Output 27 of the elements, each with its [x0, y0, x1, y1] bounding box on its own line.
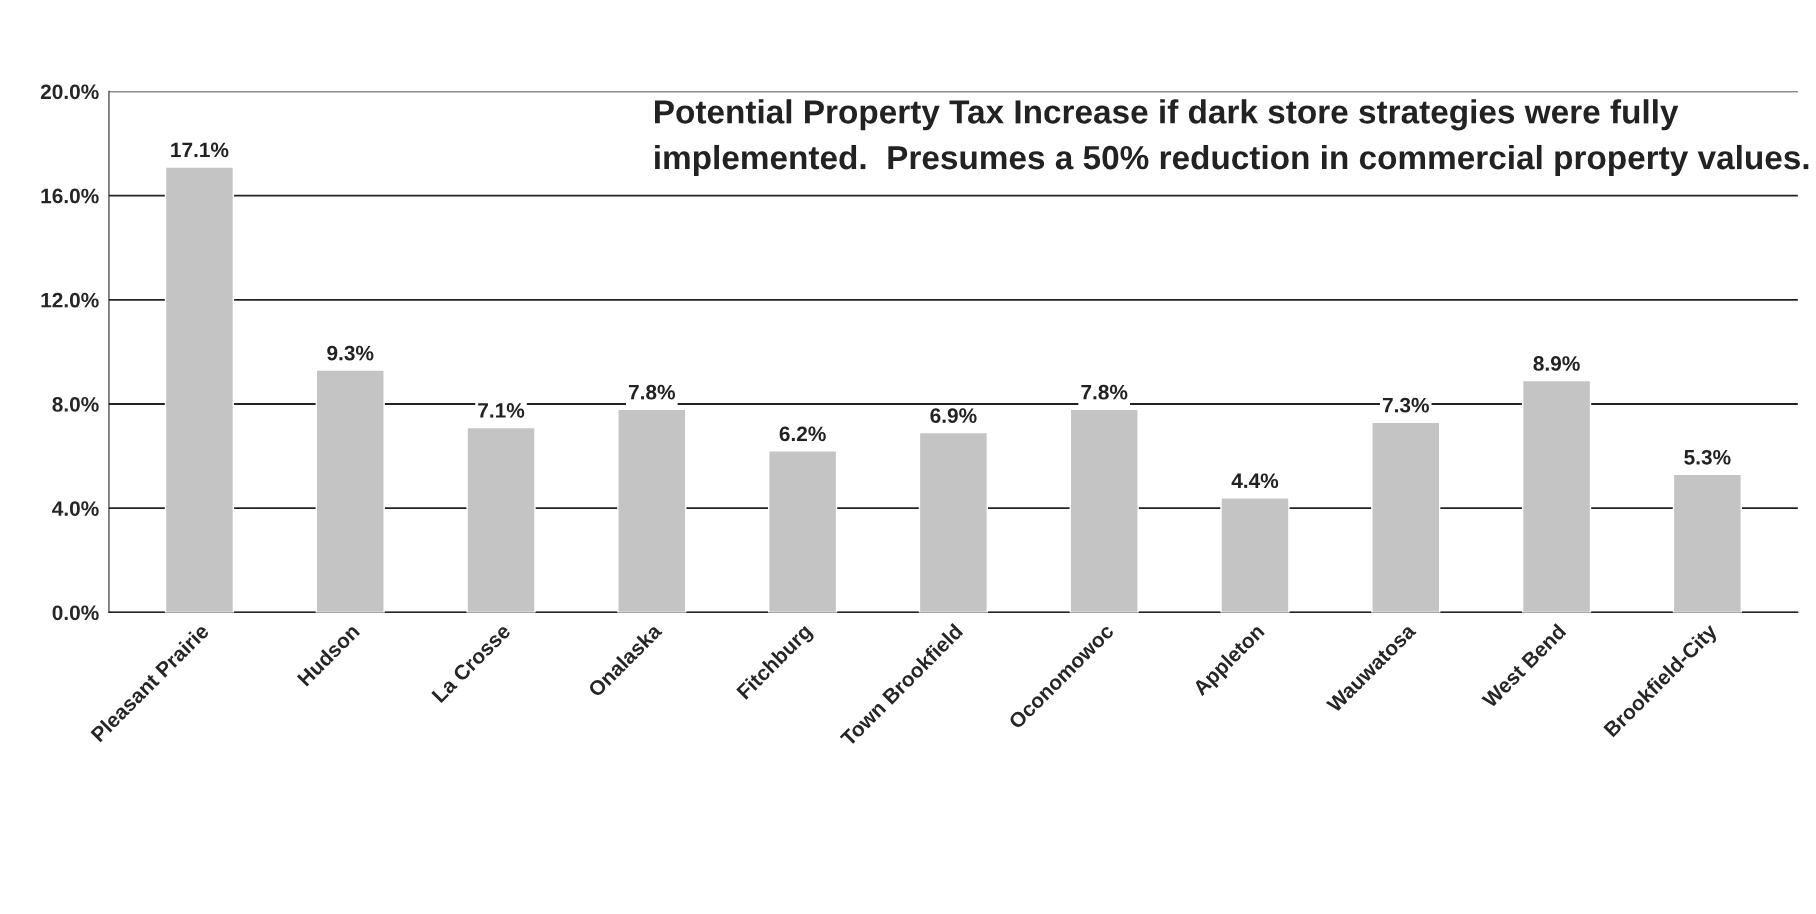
- data-label: 7.8%: [628, 384, 676, 400]
- bar: [466, 426, 536, 613]
- data-label: 7.8%: [1081, 384, 1128, 400]
- bar: [1069, 408, 1139, 613]
- bar: [164, 166, 235, 613]
- y-tick-label: 12.0%: [41, 292, 99, 308]
- bar: [1220, 497, 1290, 613]
- y-tick-label: 4.0%: [52, 501, 99, 516]
- bar: [617, 408, 687, 613]
- data-label: 17.1%: [171, 142, 229, 158]
- bar: [1371, 421, 1441, 613]
- bar: [315, 369, 385, 613]
- bar: [767, 450, 838, 613]
- data-label: 9.3%: [327, 345, 374, 361]
- data-label: 8.9%: [1533, 356, 1580, 371]
- data-label: 7.3%: [1382, 397, 1429, 413]
- data-label: 5.3%: [1684, 449, 1731, 465]
- y-tick-label: 0.0%: [52, 605, 99, 621]
- data-label: 7.1%: [478, 403, 525, 418]
- y-tick-label: 16.0%: [41, 188, 99, 204]
- data-label: 6.9%: [930, 408, 977, 423]
- y-tick-label: 8.0%: [52, 396, 99, 412]
- text: Potential Property Tax Increase if dark store strategies were fully implemented. Presumes a 50% reduction in commercial property values.: [655, 99, 1809, 176]
- y-tick-label: 20.0%: [40, 84, 99, 100]
- bar: [1672, 473, 1742, 613]
- data-label: 4.4%: [1231, 473, 1279, 489]
- data-label: 6.2%: [779, 426, 826, 442]
